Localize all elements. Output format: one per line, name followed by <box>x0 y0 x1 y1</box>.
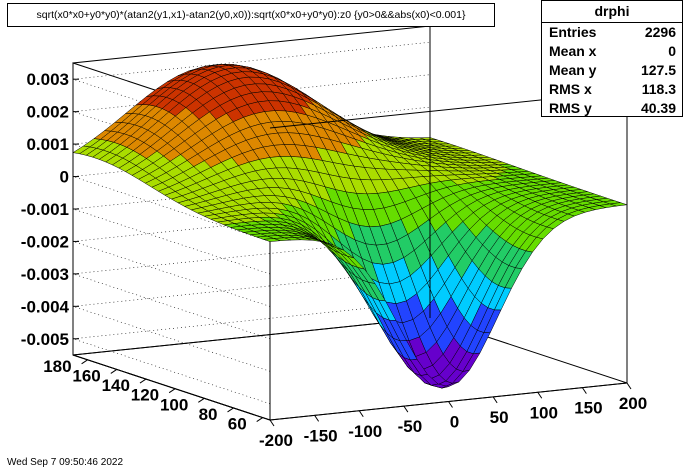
stats-label: Entries <box>549 24 597 40</box>
y-tick-label: 120 <box>131 386 159 405</box>
y-tick <box>227 407 234 413</box>
y-tick-label: 160 <box>72 366 100 385</box>
y-tick-label: 60 <box>228 415 247 434</box>
z-tick-label: -0.005 <box>21 330 69 349</box>
x-tick-label: -100 <box>348 422 382 441</box>
z-tick-label: 0 <box>60 168 69 187</box>
stats-value: 40.39 <box>640 100 676 116</box>
z-tick-label: 0.003 <box>26 70 69 89</box>
y-tick <box>168 388 176 394</box>
x-tick <box>581 387 587 394</box>
z-tick-label: -0.001 <box>21 200 69 219</box>
stats-label: RMS y <box>549 100 592 116</box>
surface-cell <box>609 202 628 207</box>
x-tick-label: 0 <box>450 413 459 432</box>
y-tick <box>139 378 147 384</box>
stats-value: 127.5 <box>640 62 676 78</box>
z-tick-label: -0.003 <box>21 265 69 284</box>
y-tick <box>198 397 205 403</box>
y-tick <box>81 359 88 365</box>
x-tick <box>314 415 320 422</box>
y-tick-label: 140 <box>102 376 130 395</box>
x-tick <box>358 410 364 418</box>
plot-title: sqrt(x0*x0+y0*y0)*(atan2(y1,x1)-atan2(y0… <box>7 3 495 27</box>
y-tick <box>110 369 118 374</box>
x-tick-label: 200 <box>619 394 647 413</box>
x-tick-label: -150 <box>304 426 338 445</box>
stats-value: 2296 <box>644 24 676 40</box>
x-tick-label: -200 <box>259 431 293 450</box>
stats-label: RMS x <box>549 81 592 97</box>
stats-row-entries: Entries 2296 <box>542 23 682 42</box>
x-tick <box>537 391 543 399</box>
stats-row-rms-x: RMS x 118.3 <box>542 80 682 99</box>
plot-title-text: sqrt(x0*x0+y0*y0)*(atan2(y1,x1)-atan2(y0… <box>36 9 466 21</box>
y-axis-line <box>72 354 271 421</box>
stats-label: Mean y <box>549 62 597 78</box>
y-tick-label: 80 <box>199 405 218 424</box>
timestamp: Wed Sep 7 09:50:46 2022 <box>7 457 124 468</box>
stats-box: drphi Entries 2296 Mean x 0 Mean y 127.5… <box>541 0 683 117</box>
stats-row-rms-y: RMS y 40.39 <box>542 99 682 118</box>
stats-name: drphi <box>542 1 682 23</box>
y-tick <box>256 417 263 423</box>
x-tick-label: -50 <box>398 417 423 436</box>
x-tick <box>403 405 409 413</box>
z-tick-label: -0.002 <box>21 232 69 251</box>
z-tick-label: 0.002 <box>26 103 69 122</box>
z-tick-label: -0.004 <box>21 297 70 316</box>
stats-value: 0 <box>668 43 676 59</box>
x-tick-label: 100 <box>530 403 558 422</box>
y-tick-label: 100 <box>160 395 188 414</box>
x-tick <box>269 419 275 427</box>
stats-row-mean-x: Mean x 0 <box>542 42 682 61</box>
y-tick-label: 180 <box>43 357 71 376</box>
x-tick-label: 150 <box>574 399 602 418</box>
stats-label: Mean x <box>549 43 597 59</box>
x-tick <box>626 382 632 390</box>
stats-row-mean-y: Mean y 127.5 <box>542 61 682 80</box>
x-tick <box>448 401 453 408</box>
stats-value: 118.3 <box>641 81 676 97</box>
z-tick-label: 0.001 <box>26 135 69 154</box>
x-tick-label: 50 <box>490 408 509 427</box>
x-tick <box>492 396 498 404</box>
